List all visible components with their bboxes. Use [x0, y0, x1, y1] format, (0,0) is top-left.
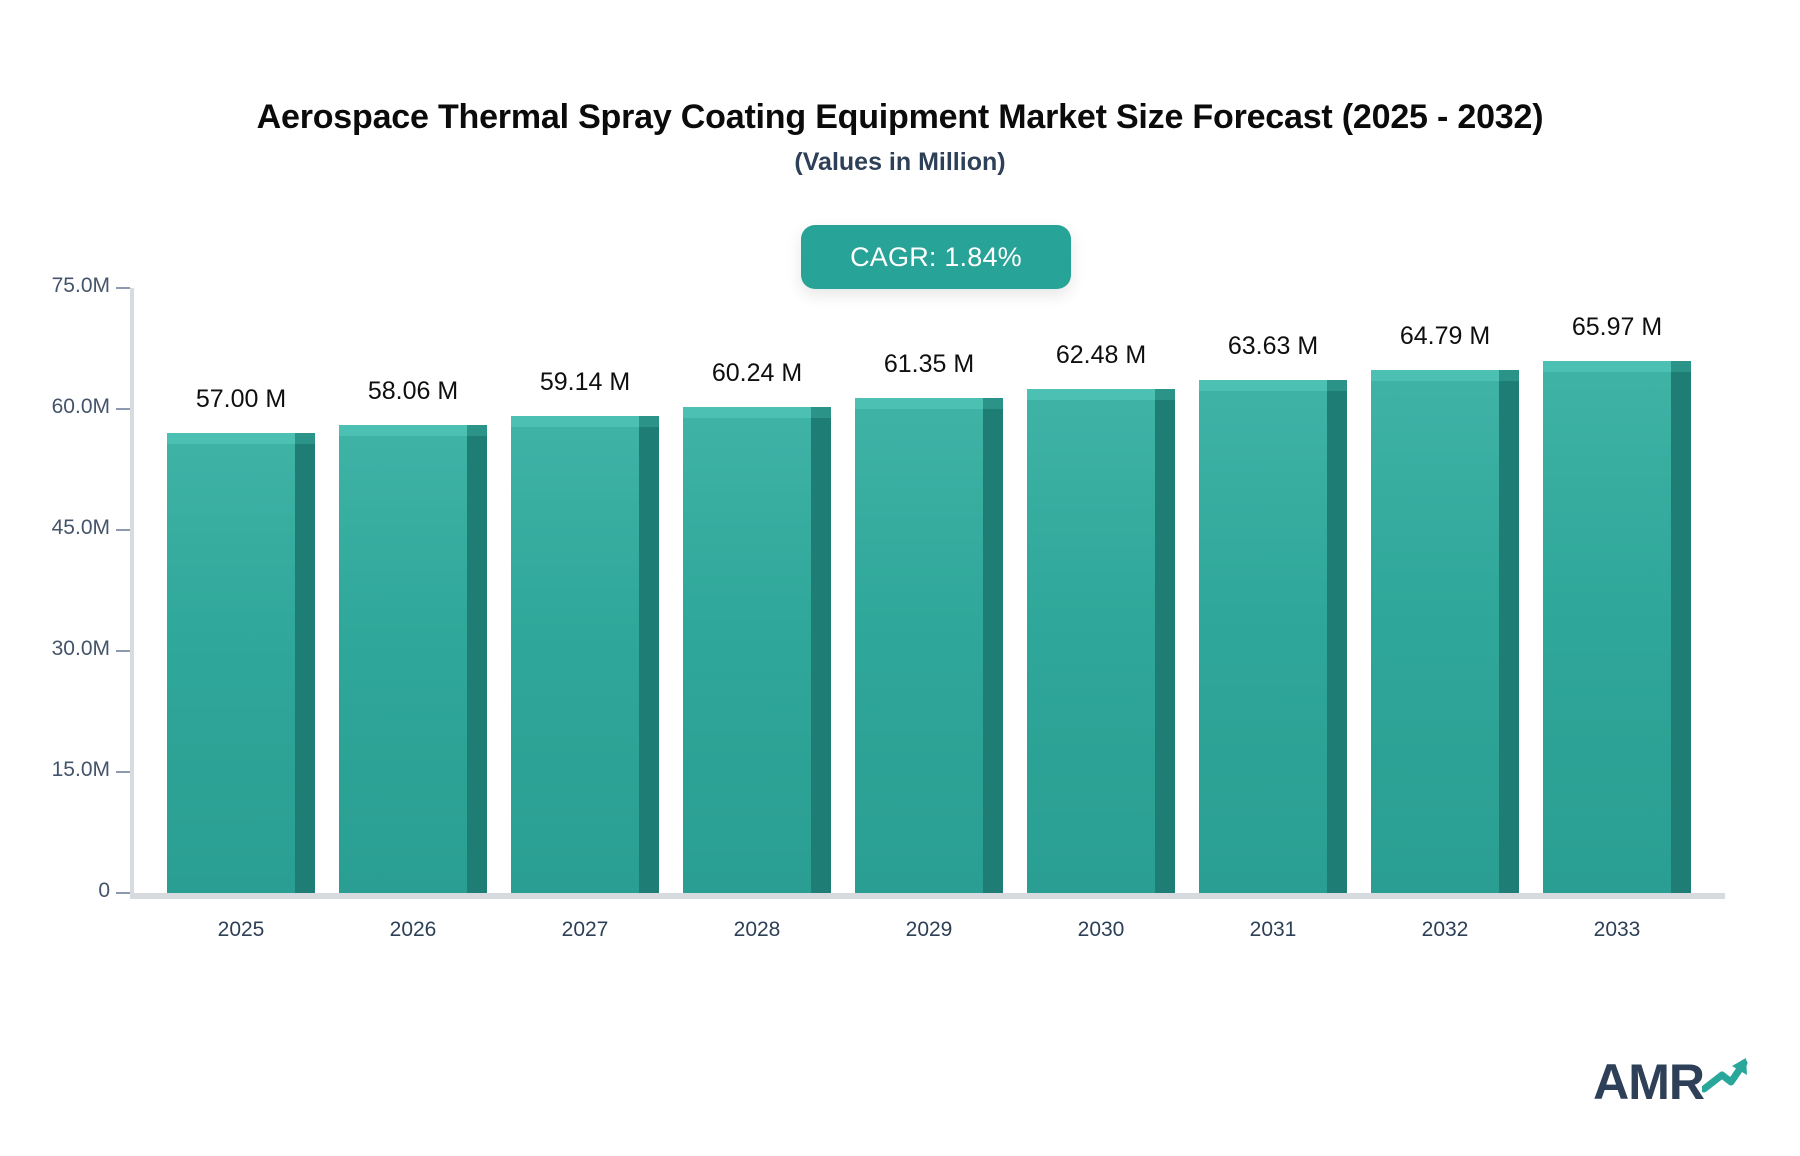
trend-arrow-up-icon — [1700, 1055, 1748, 1100]
x-axis-line — [130, 893, 1725, 899]
bar[interactable] — [1371, 370, 1519, 893]
y-tick-label: 15.0M — [51, 758, 110, 781]
bar-top-face — [339, 424, 467, 436]
chart-title: Aerospace Thermal Spray Coating Equipmen… — [256, 98, 1544, 136]
bar-value-label: 65.97 M — [1571, 312, 1663, 341]
bar-side-face — [811, 418, 831, 893]
bar-front-face — [1371, 370, 1499, 893]
y-tick-label: 30.0M — [51, 637, 110, 660]
x-tick-label: 2032 — [1421, 918, 1469, 941]
bar-value-label: 58.06 M — [367, 376, 459, 405]
y-tick-mark — [116, 408, 130, 410]
bar-side-face — [1155, 400, 1175, 893]
y-tick-label: 75.0M — [51, 274, 110, 297]
x-tick-label: 2029 — [905, 918, 953, 941]
bar-top-side-face — [1155, 389, 1175, 400]
x-tick-label: 2031 — [1249, 918, 1297, 941]
y-tick-mark — [116, 287, 130, 289]
cagr-badge: CAGR: 1.84% — [801, 225, 1071, 289]
bar-top-side-face — [295, 433, 315, 445]
bar[interactable] — [167, 433, 315, 893]
bar-value-label: 62.48 M — [1055, 340, 1147, 369]
bar[interactable] — [1543, 360, 1691, 893]
bar-front-face — [167, 433, 295, 893]
bar-front-face — [1543, 360, 1671, 893]
bar-side-face — [1499, 381, 1519, 893]
bar[interactable] — [511, 415, 659, 893]
y-tick-mark — [116, 529, 130, 531]
y-tick-label: 45.0M — [51, 516, 110, 539]
x-tick-label: 2026 — [389, 918, 437, 941]
bar-front-face — [855, 398, 983, 893]
bar-top-side-face — [1327, 379, 1347, 391]
y-tick-label: 0 — [98, 879, 110, 902]
bar-front-face — [1199, 379, 1327, 893]
x-tick-label: 2027 — [561, 918, 609, 941]
chart-subtitle: (Values in Million) — [794, 148, 1006, 176]
bar[interactable] — [1199, 379, 1347, 893]
bar-value-label: 63.63 M — [1227, 331, 1319, 360]
bar[interactable] — [855, 398, 1003, 893]
bar-value-label: 59.14 M — [539, 367, 631, 396]
x-tick-label: 2028 — [733, 918, 781, 941]
amr-logo-text: AMR — [1593, 1053, 1705, 1110]
bar-front-face — [1027, 389, 1155, 893]
bar-value-label: 64.79 M — [1399, 322, 1491, 351]
bar-top-face — [511, 415, 639, 427]
bar-top-side-face — [983, 398, 1003, 410]
bar-top-face — [1371, 370, 1499, 382]
x-tick-label: 2033 — [1593, 918, 1641, 941]
bar-top-side-face — [639, 415, 659, 427]
bar[interactable] — [683, 407, 831, 893]
bar-side-face — [1671, 371, 1691, 893]
bar-top-face — [1199, 379, 1327, 391]
bar-top-face — [855, 398, 983, 410]
y-tick-mark — [116, 892, 130, 894]
bar-top-side-face — [1499, 370, 1519, 382]
y-tick-mark — [116, 771, 130, 773]
x-tick-label: 2030 — [1077, 918, 1125, 941]
y-tick-label: 60.0M — [51, 395, 110, 418]
x-tick-label: 2025 — [217, 918, 265, 941]
bar-top-side-face — [811, 407, 831, 419]
amr-logo: AMR — [1593, 1055, 1748, 1108]
bar-top-side-face — [1671, 360, 1691, 372]
bar-front-face — [339, 424, 467, 893]
bar-front-face — [683, 407, 811, 893]
bar-top-face — [1543, 360, 1671, 372]
bar-value-label: 60.24 M — [711, 359, 803, 388]
bar-value-label: 57.00 M — [195, 385, 287, 414]
cagr-badge-label: CAGR: 1.84% — [850, 241, 1022, 272]
bar-side-face — [295, 444, 315, 893]
bar-top-face — [1027, 389, 1155, 400]
bar-value-label: 61.35 M — [883, 350, 975, 379]
bar[interactable] — [1027, 389, 1175, 893]
bar-top-face — [683, 407, 811, 419]
bar-side-face — [983, 409, 1003, 893]
bar-side-face — [1327, 390, 1347, 893]
bar-top-side-face — [467, 424, 487, 436]
bar-side-face — [639, 426, 659, 893]
y-tick-mark — [116, 650, 130, 652]
bar-front-face — [511, 415, 639, 893]
bar[interactable] — [339, 424, 487, 893]
bar-top-face — [167, 433, 295, 445]
bar-side-face — [467, 435, 487, 893]
y-axis-line — [130, 288, 134, 893]
